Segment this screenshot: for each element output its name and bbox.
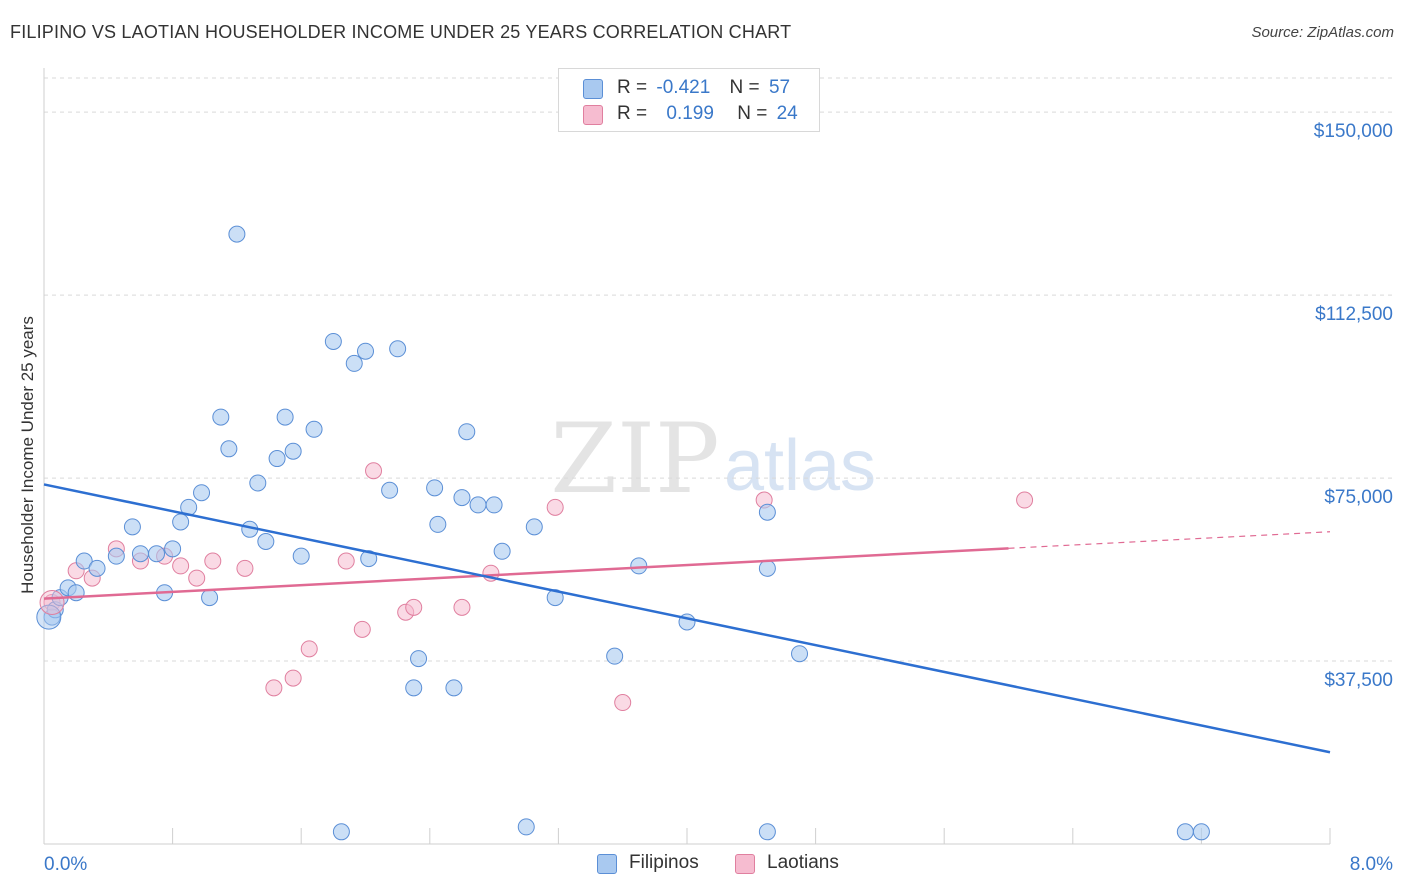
laotians-swatch	[735, 854, 755, 874]
filipino-point	[164, 540, 182, 558]
watermark-zip: ZIP	[550, 403, 719, 515]
filipino-point	[257, 533, 275, 551]
laotian-point	[614, 694, 632, 712]
laotian-point	[204, 552, 222, 570]
filipino-point	[220, 440, 238, 458]
filipino-point	[324, 332, 342, 350]
filipino-point	[357, 342, 374, 360]
n-value: 57	[768, 77, 791, 98]
filipino-point	[426, 479, 444, 497]
r-label: R =	[617, 77, 648, 98]
x-tick-label: 0.0%	[44, 854, 87, 875]
filipino-point	[193, 484, 211, 502]
filipino-point	[360, 550, 378, 568]
filipino-point	[485, 496, 503, 514]
filipinos-swatch	[597, 854, 617, 874]
laotian-point	[365, 462, 383, 480]
laotian-point-cluster	[39, 589, 65, 615]
filipino-point	[88, 559, 106, 577]
laotians-swatch	[583, 105, 603, 125]
filipino-point	[212, 408, 230, 426]
filipino-point	[445, 679, 463, 697]
filipino-point	[292, 547, 310, 565]
laotian-point	[284, 669, 302, 687]
filipino-point	[123, 518, 141, 536]
filipino-point	[758, 559, 776, 577]
filipino-point	[75, 552, 93, 570]
filipino-point	[758, 823, 776, 841]
y-tick-label: $112,500	[1315, 304, 1393, 325]
r-label: R =	[617, 103, 648, 124]
n-value: 24	[776, 103, 798, 124]
filipino-point-cluster	[36, 604, 62, 630]
filipino-point	[525, 518, 543, 536]
filipino-point	[429, 515, 447, 533]
filipino-point	[131, 545, 149, 563]
filipino-point	[410, 650, 428, 668]
watermark-atlas: atlas	[724, 426, 876, 506]
legend-label: Laotians	[767, 852, 839, 873]
filipino-point	[517, 818, 535, 836]
laotian-trendline	[43, 547, 1009, 600]
laotian-point	[172, 557, 190, 575]
laotian-point	[353, 620, 371, 638]
laotian-point	[546, 498, 564, 516]
legend-label: Filipinos	[629, 852, 699, 873]
stats-legend: R = -0.421 N = 57 R = 0.199 N = 24	[558, 68, 820, 132]
filipino-point	[148, 545, 166, 563]
filipino-point	[107, 547, 125, 565]
filipino-point	[228, 225, 246, 243]
y-axis-label: Householder Income Under 25 years	[18, 316, 37, 594]
filipino-trendline	[43, 483, 1331, 754]
filipino-point	[172, 513, 190, 531]
chart-source: Source: ZipAtlas.com	[1251, 24, 1394, 41]
filipino-point	[389, 340, 407, 358]
filipino-point	[284, 442, 302, 460]
filipino-point	[268, 450, 286, 468]
laotian-point	[236, 559, 254, 577]
y-tick-label: $37,500	[1324, 670, 1393, 691]
n-label: N =	[729, 77, 760, 98]
filipino-point	[249, 474, 267, 492]
r-value: -0.421	[656, 77, 711, 98]
filipino-point	[469, 496, 487, 514]
filipino-point	[305, 420, 323, 438]
filipino-point	[630, 557, 648, 575]
filipino-point	[276, 408, 294, 426]
laotian-trendline-extension	[1008, 531, 1331, 549]
n-label: N =	[737, 103, 768, 124]
laotian-point	[453, 598, 471, 616]
filipino-point	[345, 354, 363, 372]
laotian-point	[337, 552, 355, 570]
laotian-point	[265, 679, 283, 697]
filipino-point	[493, 542, 511, 560]
filipino-point	[1192, 823, 1210, 841]
chart-title: FILIPINO VS LAOTIAN HOUSEHOLDER INCOME U…	[10, 22, 792, 42]
laotian-point	[405, 598, 423, 616]
filipino-point	[606, 647, 624, 665]
y-tick-label: $150,000	[1314, 121, 1393, 142]
filipino-point	[453, 489, 471, 507]
filipino-point	[758, 503, 776, 521]
filipino-point	[405, 679, 423, 697]
filipino-point	[201, 589, 219, 607]
filipino-point	[546, 589, 564, 607]
x-tick-label: 8.0%	[1350, 854, 1393, 875]
laotian-point	[188, 569, 206, 587]
filipino-point	[458, 423, 476, 441]
filipino-point	[1176, 823, 1194, 841]
filipino-point	[332, 823, 350, 841]
r-value: 0.199	[666, 103, 714, 124]
laotian-point	[1016, 491, 1034, 509]
filipino-point	[791, 645, 809, 663]
filipino-point	[381, 481, 399, 499]
laotian-point	[300, 640, 318, 658]
filipinos-swatch	[583, 79, 603, 99]
y-tick-label: $75,000	[1324, 487, 1393, 508]
